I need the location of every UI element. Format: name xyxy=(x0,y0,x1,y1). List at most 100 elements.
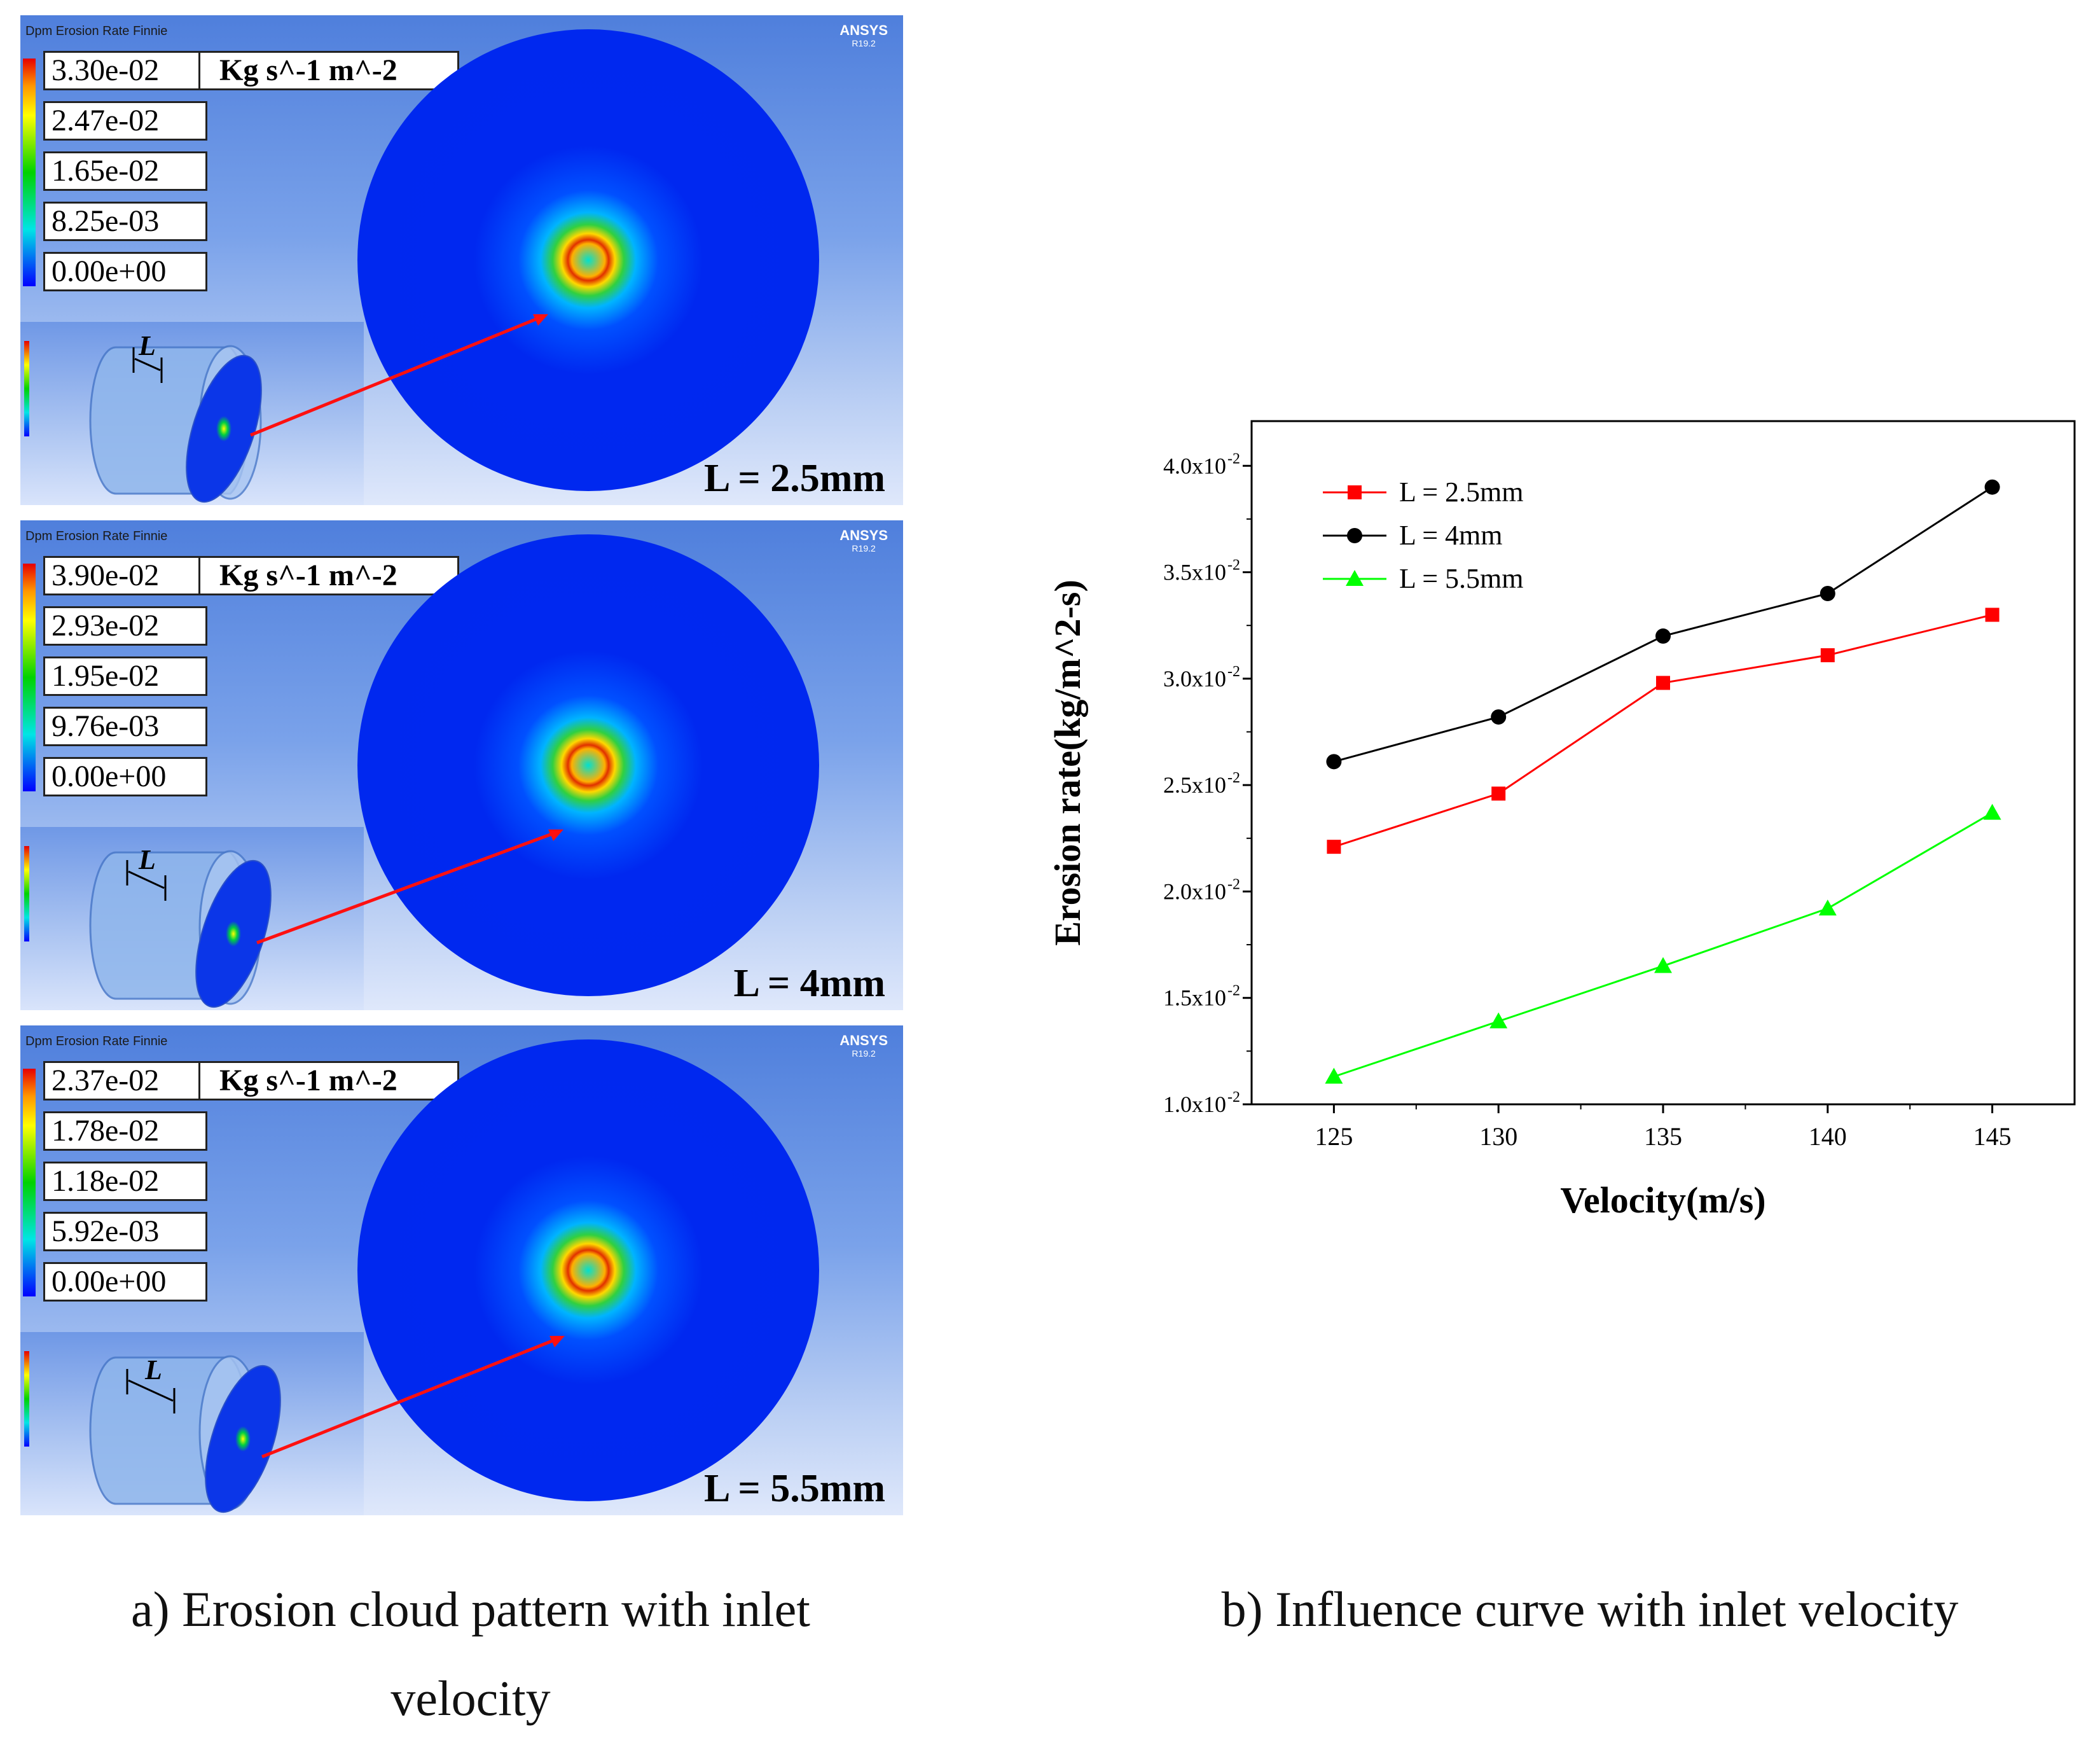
inset-color-scale xyxy=(24,341,29,436)
color-scale-bar xyxy=(23,1069,36,1296)
data-point-series-2 xyxy=(1984,479,2000,495)
unit-label: Kg s^-1 m^-2 xyxy=(198,1061,459,1101)
data-point-series-3 xyxy=(1983,803,2001,820)
erosion-contour-disc xyxy=(357,29,819,491)
geometry-inset: L xyxy=(20,1332,364,1515)
legend-value-4: 8.25e-03 xyxy=(43,202,207,241)
panel-header: Dpm Erosion Rate Finnie xyxy=(25,24,168,38)
x-tick-label: 130 xyxy=(1479,1122,1517,1151)
data-point-series-1 xyxy=(1327,840,1341,854)
geometry-inset: L xyxy=(20,827,364,1010)
dimension-label: L xyxy=(138,844,156,875)
erosion-panel-1: Dpm Erosion Rate Finnie ANSYS R19.2 3.30… xyxy=(20,15,903,505)
data-point-series-1 xyxy=(1656,676,1670,690)
data-point-series-3 xyxy=(1325,1067,1343,1084)
pointer-arrow-line xyxy=(256,830,558,945)
data-point-series-3 xyxy=(1489,1012,1508,1029)
legend-value-max: 3.30e-02 xyxy=(43,51,207,90)
y-tick-exponent: -2 xyxy=(1227,876,1240,892)
y-tick-label: 3.5x10 xyxy=(1163,560,1226,585)
ansys-brand: ANSYS xyxy=(839,22,888,38)
pointer-arrow-svg xyxy=(256,830,563,945)
legend-marker-2 xyxy=(1347,528,1362,543)
x-axis-title: Velocity(m/s) xyxy=(1560,1179,1765,1221)
y-tick-label: 1.0x10 xyxy=(1163,1092,1226,1117)
panel-header: Dpm Erosion Rate Finnie xyxy=(25,529,168,543)
legend-value-min: 0.00e+00 xyxy=(43,757,207,796)
dimension-line xyxy=(128,1379,174,1402)
pointer-arrow-head xyxy=(533,314,548,326)
erosion-hotspot xyxy=(235,1426,251,1452)
ansys-release: R19.2 xyxy=(852,543,876,553)
y-tick-label: 2.0x10 xyxy=(1163,878,1226,904)
data-point-series-2 xyxy=(1491,709,1507,725)
legend-value-3: 1.18e-02 xyxy=(43,1162,207,1201)
y-tick-exponent: -2 xyxy=(1227,770,1240,786)
data-point-series-1 xyxy=(1985,608,2000,622)
legend-value-max: 2.37e-02 xyxy=(43,1061,207,1101)
y-tick-label: 1.5x10 xyxy=(1163,985,1226,1011)
x-tick-label: 145 xyxy=(1973,1122,2012,1151)
case-label: L = 4mm xyxy=(733,962,885,1005)
legend-value-2: 2.93e-02 xyxy=(43,606,207,646)
pointer-arrow-line xyxy=(250,315,542,437)
dimension-line xyxy=(134,358,161,372)
inset-geometry-svg: L xyxy=(24,330,262,503)
y-tick-exponent: -2 xyxy=(1227,557,1240,574)
unit-label: Kg s^-1 m^-2 xyxy=(198,556,459,595)
legend-value-min: 0.00e+00 xyxy=(43,252,207,291)
y-tick-label: 3.0x10 xyxy=(1163,666,1226,691)
legend-value-min: 0.00e+00 xyxy=(43,1262,207,1302)
ansys-brand: ANSYS xyxy=(839,527,888,543)
data-point-series-3 xyxy=(1654,957,1672,973)
legend-value-2: 1.78e-02 xyxy=(43,1111,207,1151)
legend-value-4: 5.92e-03 xyxy=(43,1212,207,1251)
legend-value-2: 2.47e-02 xyxy=(43,101,207,141)
inset-geometry-svg: L xyxy=(24,1351,281,1513)
data-point-series-3 xyxy=(1818,899,1837,916)
legend-marker-1 xyxy=(1348,485,1362,499)
x-tick-label: 140 xyxy=(1809,1122,1847,1151)
data-point-series-2 xyxy=(1820,586,1835,602)
x-tick-label: 125 xyxy=(1315,1122,1353,1151)
legend-label-1: L = 2.5mm xyxy=(1399,476,1524,508)
legend-value-3: 1.95e-02 xyxy=(43,656,207,696)
legend-value-max: 3.90e-02 xyxy=(43,556,207,595)
color-scale-bar xyxy=(23,59,36,286)
pointer-arrow-svg xyxy=(261,1336,565,1459)
x-tick-label: 135 xyxy=(1644,1122,1682,1151)
data-point-series-2 xyxy=(1326,754,1342,770)
dimension-label: L xyxy=(138,330,156,361)
legend-value-3: 1.65e-02 xyxy=(43,151,207,191)
caption-a-line1: a) Erosion cloud pattern with inlet xyxy=(131,1581,810,1637)
legend-value-4: 9.76e-03 xyxy=(43,707,207,746)
caption-b: b) Influence curve with inlet velocity xyxy=(1221,1581,1959,1637)
erosion-panel-3: Dpm Erosion Rate Finnie ANSYS R19.2 2.37… xyxy=(20,1025,903,1515)
legend-label-3: L = 5.5mm xyxy=(1399,563,1524,594)
erosion-hotspot xyxy=(226,921,241,947)
y-tick-exponent: -2 xyxy=(1227,450,1240,467)
data-point-series-2 xyxy=(1655,628,1671,644)
pointer-arrow-svg xyxy=(250,314,548,437)
inset-color-scale xyxy=(24,846,29,941)
pointer-arrow-line xyxy=(261,1337,559,1459)
inset-geometry-svg: L xyxy=(24,844,272,1008)
ansys-logo: ANSYS R19.2 xyxy=(839,24,888,50)
ansys-release: R19.2 xyxy=(852,38,876,48)
ansys-logo: ANSYS R19.2 xyxy=(839,529,888,555)
y-tick-exponent: -2 xyxy=(1227,983,1240,999)
caption-a: a) Erosion cloud pattern with inlet velo… xyxy=(25,1565,916,1743)
case-label: L = 2.5mm xyxy=(703,457,885,500)
caption-a-line2: velocity xyxy=(390,1670,551,1726)
erosion-contour-disc xyxy=(357,1039,819,1501)
pointer-arrow-head xyxy=(548,830,563,841)
dimension-line xyxy=(128,870,165,889)
y-axis-title: Erosion rate(kg/m^2-s) xyxy=(1047,580,1088,946)
erosion-hotspot xyxy=(216,416,231,441)
y-tick-exponent: -2 xyxy=(1227,663,1240,680)
ansys-brand: ANSYS xyxy=(839,1032,888,1048)
data-point-series-1 xyxy=(1820,648,1835,663)
case-label: L = 5.5mm xyxy=(703,1467,885,1510)
series-line-3 xyxy=(1333,812,1993,1078)
